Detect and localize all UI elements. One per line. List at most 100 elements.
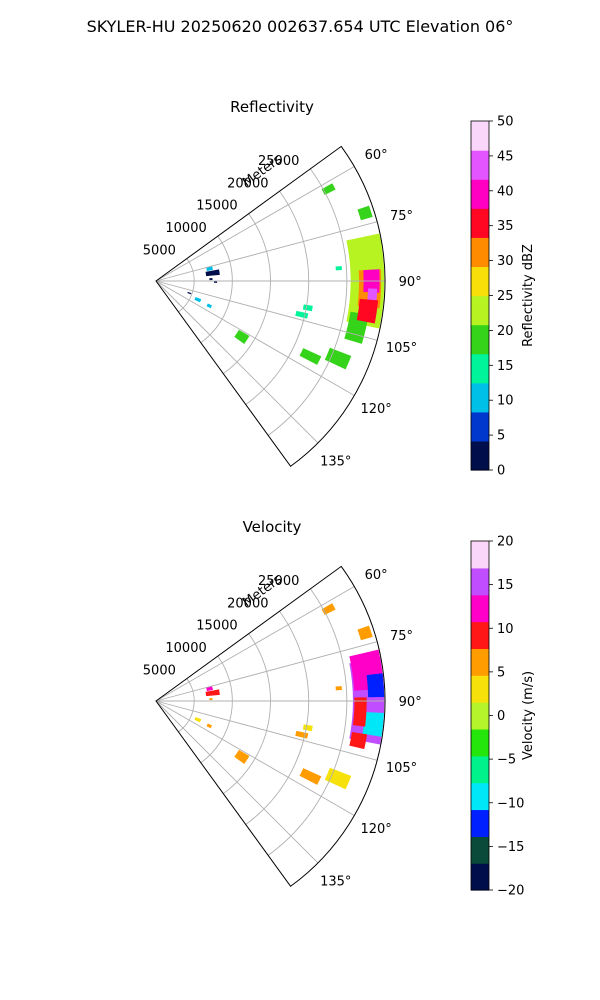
panel-title: Velocity	[243, 518, 302, 536]
azimuth-tick-label: 105°	[386, 341, 417, 356]
colorbar-tick-label: 15	[497, 359, 514, 374]
azimuth-tick-label: 120°	[360, 402, 391, 417]
range-tick-label: 25000	[258, 574, 299, 589]
range-tick-label: 15000	[196, 199, 237, 214]
colorbar-segment	[471, 237, 489, 268]
sector-outline	[155, 145, 386, 467]
colorbar-tick-label: 30	[497, 254, 514, 269]
range-ring	[223, 213, 271, 374]
azimuth-gridline	[155, 280, 378, 341]
colorbar-segment	[471, 150, 489, 180]
range-ring	[245, 191, 310, 405]
echo-cell	[295, 310, 309, 319]
colorbar-segment	[471, 295, 489, 326]
sector-outline	[155, 565, 386, 887]
echo-cell	[205, 689, 220, 697]
azimuth-gridline	[155, 641, 378, 702]
colorbar-tick-label: 50	[497, 115, 514, 130]
colorbar-tick-label: 45	[497, 149, 514, 164]
echo-cell	[194, 717, 202, 723]
range-ring	[267, 168, 348, 436]
colorbar-segment	[471, 208, 489, 238]
echo-cell	[213, 281, 218, 283]
colorbar-tick-label: −10	[497, 796, 524, 811]
range-tick-label: 15000	[196, 619, 237, 634]
colorbar-segment	[471, 440, 489, 471]
echo-cell	[366, 673, 385, 698]
range-ring	[178, 258, 195, 313]
range-ring	[178, 678, 195, 733]
colorbar-label: Velocity (m/s)	[521, 671, 536, 760]
echo-cell	[302, 724, 313, 732]
echo-cell	[335, 686, 342, 691]
echo-cell	[352, 697, 367, 727]
echo-cell	[302, 304, 313, 312]
colorbar-segment	[471, 675, 489, 703]
echo-cell	[206, 303, 213, 309]
echo-cell	[357, 625, 373, 641]
colorbar-segment	[471, 411, 489, 442]
echo-cell	[324, 347, 352, 370]
echo-cell	[209, 278, 213, 281]
echo-cell	[234, 749, 250, 764]
echo-cell	[299, 768, 322, 785]
azimuth-tick-label: 90°	[399, 695, 422, 710]
azimuth-tick-label: 90°	[399, 275, 422, 290]
azimuth-tick-label: 75°	[390, 209, 413, 224]
colorbar-tick-label: −5	[497, 753, 516, 768]
azimuth-tick-label: 75°	[390, 629, 413, 644]
range-tick-label: 5000	[143, 664, 176, 679]
colorbar-segment	[471, 353, 489, 384]
colorbar-segment	[471, 179, 489, 209]
azimuth-gridline	[155, 280, 355, 396]
colorbar-tick-label: 15	[497, 578, 514, 593]
echo-cell	[234, 329, 250, 344]
echo-cell	[209, 698, 213, 701]
range-tick-label: 20000	[227, 176, 268, 191]
echo-cell	[295, 730, 309, 739]
colorbar-segment	[471, 541, 489, 569]
azimuth-gridline	[155, 700, 319, 864]
range-tick-label: 10000	[165, 641, 206, 656]
echo-cell	[362, 711, 384, 737]
echo-cell	[357, 205, 373, 221]
range-ring	[200, 655, 233, 764]
azimuth-tick-label: 60°	[365, 568, 388, 583]
echo-cell	[349, 732, 368, 750]
colorbar-tick-label: 10	[497, 394, 514, 409]
azimuth-tick-label: 135°	[320, 455, 351, 470]
azimuth-gridline	[155, 586, 355, 702]
azimuth-gridline	[155, 166, 355, 282]
range-tick-label: 5000	[143, 244, 176, 259]
colorbar-segment	[471, 121, 489, 151]
colorbar-tick-label: 5	[497, 665, 505, 680]
colorbar-segment	[471, 836, 489, 864]
range-ring	[223, 633, 271, 794]
colorbar-tick-label: 20	[497, 535, 514, 550]
colorbar-tick-label: 20	[497, 324, 514, 339]
colorbar-segment	[471, 621, 489, 649]
azimuth-gridline	[155, 221, 378, 282]
range-ring	[245, 611, 310, 825]
colorbar-segment	[471, 266, 489, 297]
colorbar-segment	[471, 567, 489, 596]
azimuth-tick-label: 120°	[360, 822, 391, 837]
colorbar-segment	[471, 755, 489, 784]
colorbar-segment	[471, 702, 489, 730]
echo-cell	[356, 298, 379, 324]
colorbar-tick-label: 25	[497, 289, 514, 304]
colorbar-tick-label: −15	[497, 840, 524, 855]
azimuth-tick-label: 105°	[386, 761, 417, 776]
azimuth-gridline	[155, 280, 319, 444]
colorbar-segment	[471, 728, 489, 757]
range-ring	[267, 588, 348, 856]
colorbar-segment	[471, 324, 489, 355]
echo-cell	[206, 723, 213, 729]
echo-cell	[187, 291, 192, 295]
colorbar-tick-label: 0	[497, 464, 505, 479]
colorbar-tick-label: 5	[497, 429, 505, 444]
range-tick-label: 20000	[227, 596, 268, 611]
range-tick-label: 10000	[165, 221, 206, 236]
